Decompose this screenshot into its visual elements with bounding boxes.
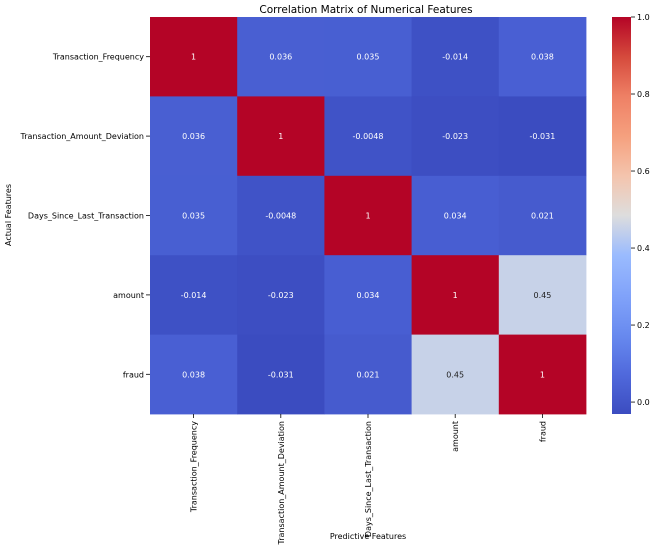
heatmap-cell	[237, 17, 325, 97]
x-tick-labels: Transaction_Frequency Transaction_Amount_…	[190, 414, 547, 545]
heatmap-cell	[150, 175, 238, 256]
heatmap-cell	[411, 17, 500, 97]
cell-value-label: -0.023	[268, 291, 294, 300]
cell-value-label: 1	[453, 291, 458, 300]
heatmap-cell	[498, 334, 587, 415]
colorbar-tick-label: 1.0	[637, 13, 650, 22]
heatmap-cell	[324, 96, 412, 177]
heatmap-cell	[411, 255, 500, 335]
x-tick-label: Days_Since_Last_Transaction	[364, 421, 373, 537]
x-tick-label: fraud	[538, 421, 547, 442]
heatmap-cell	[150, 17, 238, 97]
y-tick-labels: Transaction_Frequency Transaction_Amount_…	[20, 53, 150, 379]
y-tick-label: Transaction_Amount_Deviation	[20, 132, 144, 141]
cell-value-label: -0.0048	[353, 132, 384, 141]
heatmap-cell	[150, 96, 238, 177]
x-tick-label: amount	[451, 421, 460, 452]
y-axis-label: Actual Features	[4, 184, 13, 246]
cell-value-label: 0.036	[269, 53, 292, 62]
heatmap-cell	[411, 96, 500, 177]
colorbar-tick-label: 0.4	[637, 244, 650, 253]
y-tick-label: Days_Since_Last_Transaction	[28, 212, 144, 221]
x-tick-label: Transaction_Frequency	[190, 421, 199, 513]
heatmap-cell	[498, 17, 587, 97]
cell-value-label: 0.035	[357, 53, 380, 62]
cell-value-label: 0.036	[182, 132, 205, 141]
heatmap-cell	[498, 255, 587, 335]
heatmap-cell	[324, 17, 412, 97]
heatmap-cell	[411, 334, 500, 415]
cell-value-label: 0.034	[357, 291, 380, 300]
heatmap-cell	[150, 255, 238, 335]
heatmap-cell	[324, 175, 412, 256]
heatmap-cells	[150, 17, 587, 415]
heatmap-cell	[150, 334, 238, 415]
heatmap-cell	[324, 334, 412, 415]
cell-value-label: 1	[278, 132, 283, 141]
cell-value-label: -0.0048	[265, 212, 296, 221]
cell-value-label: -0.014	[181, 291, 207, 300]
heatmap-cell	[498, 96, 587, 177]
cell-value-label: 1	[540, 370, 545, 379]
colorbar-tick-label: 0.2	[637, 321, 650, 330]
heatmap-cell	[498, 175, 587, 256]
y-tick-label: amount	[113, 291, 144, 300]
cell-value-label: 0.021	[531, 212, 554, 221]
colorbar-tick-label: 0.0	[637, 398, 650, 407]
cell-value-label: 0.038	[182, 370, 205, 379]
heatmap-cell	[324, 255, 412, 335]
heatmap-cell	[237, 175, 325, 256]
heatmap-cell	[237, 334, 325, 415]
chart-title: Correlation Matrix of Numerical Features	[259, 4, 472, 16]
cell-value-label: 0.035	[182, 212, 205, 221]
cell-value-label: 0.038	[531, 53, 554, 62]
cell-value-labels: 1 0.036 0.035 -0.014 0.038 0.036 1 -0.0048 -0.02…	[181, 53, 556, 380]
y-tick-label: Transaction_Frequency	[52, 53, 144, 62]
colorbar-tick-label: 0.8	[637, 90, 650, 99]
cell-value-label: 0.034	[444, 212, 467, 221]
y-tick-label: fraud	[123, 370, 144, 379]
heatmap-cell	[237, 96, 325, 177]
cell-value-label: 1	[365, 212, 370, 221]
cell-value-label: 0.45	[533, 291, 551, 300]
colorbar-gradient	[612, 17, 631, 414]
cell-value-label: -0.031	[530, 132, 556, 141]
colorbar-tick-label: 0.6	[637, 167, 650, 176]
cell-value-label: 0.021	[357, 370, 380, 379]
colorbar: 0.0 0.2 0.4 0.6 0.8 1.0	[612, 13, 650, 414]
x-tick-label: Transaction_Amount_Deviation	[277, 421, 286, 545]
heatmap-cell	[411, 175, 500, 256]
cell-value-label: -0.023	[442, 132, 468, 141]
heatmap-cell	[237, 255, 325, 335]
cell-value-label: -0.031	[268, 370, 294, 379]
cell-value-label: 0.45	[446, 370, 464, 379]
cell-value-label: 1	[191, 53, 196, 62]
cell-value-label: -0.014	[442, 53, 468, 62]
x-axis-label: Predictive Features	[330, 532, 406, 541]
